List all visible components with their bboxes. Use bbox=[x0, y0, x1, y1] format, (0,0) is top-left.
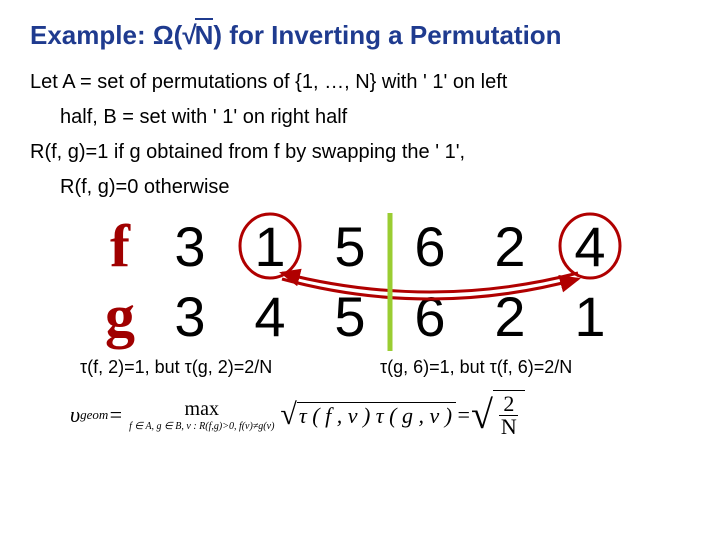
radicand-2: 2 N bbox=[493, 390, 525, 440]
perm-g-0: 3 bbox=[150, 284, 230, 349]
formula-sqrt-2: √ 2 N bbox=[471, 390, 525, 440]
tau-annotations: τ(f, 2)=1, but τ(g, 2)=2/N τ(g, 6)=1, bu… bbox=[80, 357, 690, 378]
title-sqrt: √ bbox=[182, 20, 196, 50]
body-line-2: half, B = set with ' 1' on right half bbox=[30, 104, 690, 131]
slide-title: Example: Ω(√N) for Inverting a Permutati… bbox=[30, 20, 690, 51]
tau-right: τ(g, 6)=1, but τ(f, 6)=2/N bbox=[380, 357, 572, 378]
formula-eq-2: = bbox=[456, 402, 471, 428]
perm-row-g: g 3 4 5 6 2 1 bbox=[90, 281, 690, 351]
frac-den: N bbox=[497, 416, 521, 438]
perm-g-5: 1 bbox=[550, 284, 630, 349]
perm-row-f: f 3 1 5 6 2 4 bbox=[90, 211, 690, 281]
title-prefix: Example: bbox=[30, 20, 153, 50]
perm-g-3: 6 bbox=[390, 284, 470, 349]
perm-g-2: 5 bbox=[310, 284, 390, 349]
perm-f-4: 2 bbox=[470, 214, 550, 279]
tau-left: τ(f, 2)=1, but τ(g, 2)=2/N bbox=[80, 357, 380, 378]
body-line-1: Let A = set of permutations of {1, …, N}… bbox=[30, 69, 690, 96]
perm-f-0: 3 bbox=[150, 214, 230, 279]
title-omega: Ω( bbox=[153, 20, 183, 50]
perm-f-5: 4 bbox=[550, 214, 630, 279]
perm-g-1: 4 bbox=[230, 284, 310, 349]
perm-f-1: 1 bbox=[230, 214, 310, 279]
formula: υgeom = max f ∈ A, g ∈ B, v : R(f,g)>0, … bbox=[70, 390, 690, 440]
formula-lhs-sym: υ bbox=[70, 402, 80, 428]
formula-lhs-sub: geom bbox=[80, 407, 108, 423]
body-line-3: R(f, g)=1 if g obtained from f by swappi… bbox=[30, 139, 690, 166]
radicand-1: τ ( f , v ) τ ( g , v ) bbox=[297, 402, 456, 429]
formula-max-sub: f ∈ A, g ∈ B, v : R(f,g)>0, f(v)≠g(v) bbox=[129, 421, 274, 432]
perm-f-2: 5 bbox=[310, 214, 390, 279]
body-line-4: R(f, g)=0 otherwise bbox=[30, 174, 690, 201]
formula-max-top: max bbox=[185, 398, 219, 421]
radical-1: √ bbox=[280, 406, 296, 424]
title-suffix: ) for Inverting a Permutation bbox=[213, 20, 561, 50]
perm-g-4: 2 bbox=[470, 284, 550, 349]
permutation-diagram: f 3 1 5 6 2 4 g 3 4 5 6 2 1 bbox=[30, 211, 690, 351]
formula-sqrt-1: √ τ ( f , v ) τ ( g , v ) bbox=[280, 402, 456, 429]
formula-max: max f ∈ A, g ∈ B, v : R(f,g)>0, f(v)≠g(v… bbox=[129, 398, 274, 432]
radical-2: √ bbox=[471, 403, 493, 427]
title-n: N bbox=[195, 18, 214, 50]
perm-label-f: f bbox=[90, 212, 150, 281]
formula-frac: 2 N bbox=[497, 393, 521, 438]
perm-label-g: g bbox=[90, 282, 150, 351]
formula-eq-1: = bbox=[108, 402, 123, 428]
perm-f-3: 6 bbox=[390, 214, 470, 279]
frac-num: 2 bbox=[499, 393, 518, 416]
